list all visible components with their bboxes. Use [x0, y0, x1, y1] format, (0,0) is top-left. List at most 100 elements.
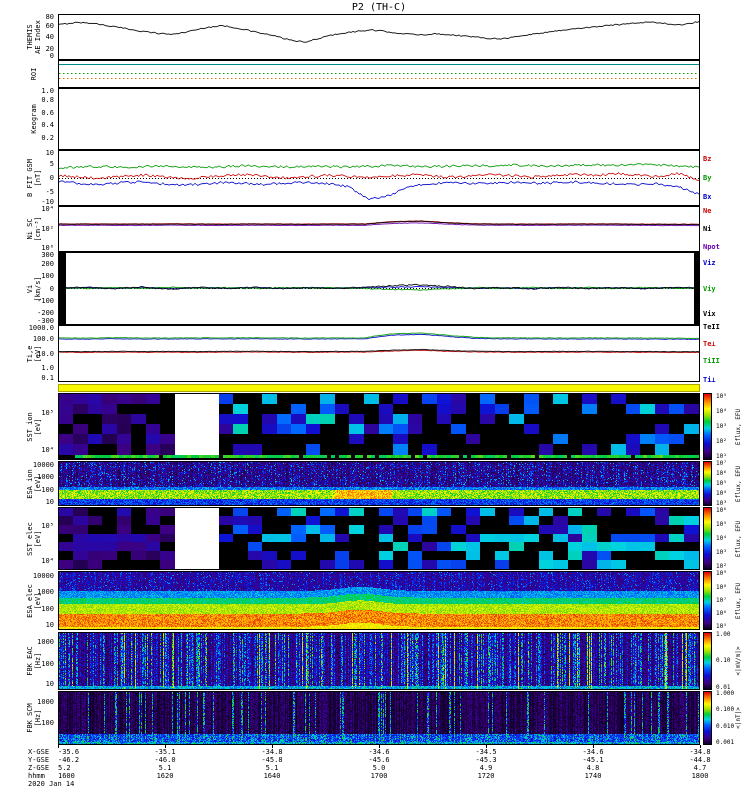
axis-label-fbk_e: FBK EAC [Hz] [26, 646, 42, 676]
ephemeris-value: 5.0 [372, 764, 386, 772]
ephemeris-value: 1600 [58, 772, 75, 780]
esa_elec-canvas [59, 572, 699, 629]
panel-temperature [58, 325, 700, 382]
x-tick-mark [593, 745, 594, 748]
ytick-label: 0.2 [41, 133, 54, 142]
ytick-label: 1.0 [41, 87, 54, 95]
ytick-label: -300 [37, 317, 54, 325]
sst_elec-canvas [59, 508, 699, 569]
ytick-label: 5 [49, 160, 54, 168]
axis-label-ae: THEMIS AE Index [26, 20, 42, 54]
ephemeris-value: -46.0 [154, 756, 176, 764]
ytick-label: -100 [37, 296, 54, 305]
ytick-label: 0.6 [41, 108, 54, 117]
sst_ion-canvas [59, 394, 699, 459]
ephemeris-value: 4.8 [586, 764, 600, 772]
ytick-label: -10 [41, 198, 54, 206]
ytick-label: 1000 [37, 588, 54, 597]
ephemeris-value: 1700 [370, 772, 388, 780]
panel-sst_ion [58, 393, 700, 460]
ytick-label: 10⁴ [41, 445, 54, 454]
colorbar-tick: 0.10 [716, 657, 731, 665]
ytick-label: 10 [45, 680, 54, 689]
ytick-label: 1000 [37, 473, 54, 482]
panel-roi [58, 60, 700, 88]
ytick-label: 40 [45, 33, 54, 41]
ytick-label: 10⁵ [41, 409, 54, 418]
axis-label-roi: ROI [30, 67, 38, 81]
ytick-label: 10⁵ [41, 521, 54, 530]
colorbar-tick: 1.00 [716, 631, 731, 639]
ephemeris-value: -45.3 [475, 756, 497, 764]
ytick-label: 100.0 [32, 335, 54, 344]
ytick-label: 10² [41, 225, 54, 233]
ytick-label: 10 [45, 621, 54, 630]
panel-fbk_b [58, 691, 700, 745]
colorbar-sst_elec [703, 507, 712, 570]
ephemeris-value: -34.5 [475, 748, 497, 756]
panel-fbk_e [58, 632, 700, 690]
colorbar-tick: 10⁵ [716, 480, 727, 488]
panel-ae [58, 14, 700, 60]
legend-Ti⊥: Ti⊥ [703, 375, 716, 384]
ytick-label: 0 [49, 52, 54, 60]
plot-title: P2 (TH-C) [351, 2, 407, 13]
ytick-label: 100 [41, 659, 54, 668]
ephemeris-row-label: Y-GSE [28, 756, 50, 764]
ytick-label: 1.0 [41, 363, 54, 372]
legend-Ni: Ni [703, 225, 712, 233]
legend-Npot: Npot [703, 243, 720, 252]
ephemeris-value: 4.9 [479, 764, 493, 772]
ephemeris-row-label: X-GSE [28, 748, 50, 756]
axis-label-temperature: Ti,e [eV] [26, 345, 42, 362]
colorbar-tick: 10⁵ [716, 392, 727, 400]
date-label: 2020 Jan 14 [28, 780, 75, 788]
colorbar-esa_elec [703, 571, 712, 630]
panel-esa_ion [58, 461, 700, 506]
axis-label-velocity: Vi [km/s] [26, 275, 42, 302]
ytick-label: 10000 [32, 460, 54, 469]
ephemeris-value: 5.2 [58, 764, 71, 772]
ytick-label: 1000 [37, 697, 54, 706]
ephemeris-value: 1800 [691, 772, 709, 780]
colorbar-tick: 10¹ [716, 452, 727, 460]
colorbar-tick: 10⁸ [716, 583, 727, 591]
highlight-bar [58, 384, 700, 392]
legend-TeII: TeII [703, 323, 720, 332]
legend-Bz: Bz [703, 154, 712, 163]
colorbar-esa_ion [703, 461, 712, 506]
ytick-label: -5 [45, 188, 54, 196]
colorbar-unit-label: Eflux, EFU [735, 582, 742, 619]
colorbar-fbk_e [703, 632, 712, 690]
fbk_e-canvas [59, 633, 699, 689]
bfield-canvas [59, 151, 699, 205]
colorbar-tick: 10⁴ [716, 407, 727, 415]
ytick-label: 10.0 [37, 349, 54, 358]
ytick-label: 1000 [37, 638, 54, 647]
colorbar-tick: 0.010 [716, 722, 735, 730]
ephemeris-value: 4.7 [693, 764, 707, 772]
axis-label-keogram: Keogram [30, 104, 38, 134]
ytick-label: 100 [41, 604, 54, 613]
colorbar-unit-label: Eflux, EFU [735, 520, 742, 557]
ephemeris-value: 1720 [477, 772, 495, 780]
ytick-label: 0 [49, 174, 54, 182]
x-tick-mark [486, 745, 487, 748]
ephemeris-value: -34.6 [368, 748, 390, 756]
colorbar-tick: 10⁴ [716, 490, 727, 498]
colorbar-unit-label: Eflux, EFU [735, 408, 742, 445]
velocity-canvas [59, 253, 699, 324]
x-tick-mark [165, 745, 166, 748]
colorbar-unit-label: Eflux, EFU [735, 465, 742, 502]
colorbar-sst_ion [703, 393, 712, 460]
fbk_b-canvas [59, 692, 699, 744]
ytick-label: 0.4 [41, 121, 54, 130]
colorbar-tick: 10³ [716, 549, 727, 557]
ephemeris-value: -44.8 [689, 756, 711, 764]
colorbar-tick: 10⁵ [716, 520, 727, 528]
colorbar-tick: 10⁵ [716, 623, 727, 631]
ephemeris-value: -34.8 [689, 748, 711, 756]
colorbar-tick: 10⁷ [716, 459, 727, 467]
panel-density [58, 206, 700, 252]
ytick-label: 10⁴ [41, 556, 54, 565]
